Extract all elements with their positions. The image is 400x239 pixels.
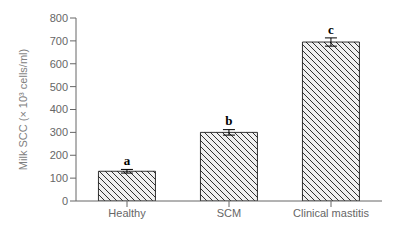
- svg-text:600: 600: [50, 58, 68, 70]
- svg-text:700: 700: [50, 35, 68, 47]
- svg-text:c: c: [328, 22, 334, 37]
- svg-text:Clinical mastitis: Clinical mastitis: [293, 207, 369, 219]
- svg-text:800: 800: [50, 12, 68, 24]
- svg-text:300: 300: [50, 126, 68, 138]
- svg-text:500: 500: [50, 81, 68, 93]
- svg-text:Healthy: Healthy: [108, 207, 146, 219]
- svg-text:100: 100: [50, 172, 68, 184]
- svg-text:0: 0: [62, 195, 68, 207]
- svg-text:a: a: [124, 153, 131, 168]
- svg-text:b: b: [225, 113, 232, 128]
- svg-text:200: 200: [50, 149, 68, 161]
- svg-text:400: 400: [50, 103, 68, 115]
- svg-text:SCM: SCM: [217, 207, 241, 219]
- svg-text:Milk SCC (× 10³ cells/ml): Milk SCC (× 10³ cells/ml): [17, 49, 29, 170]
